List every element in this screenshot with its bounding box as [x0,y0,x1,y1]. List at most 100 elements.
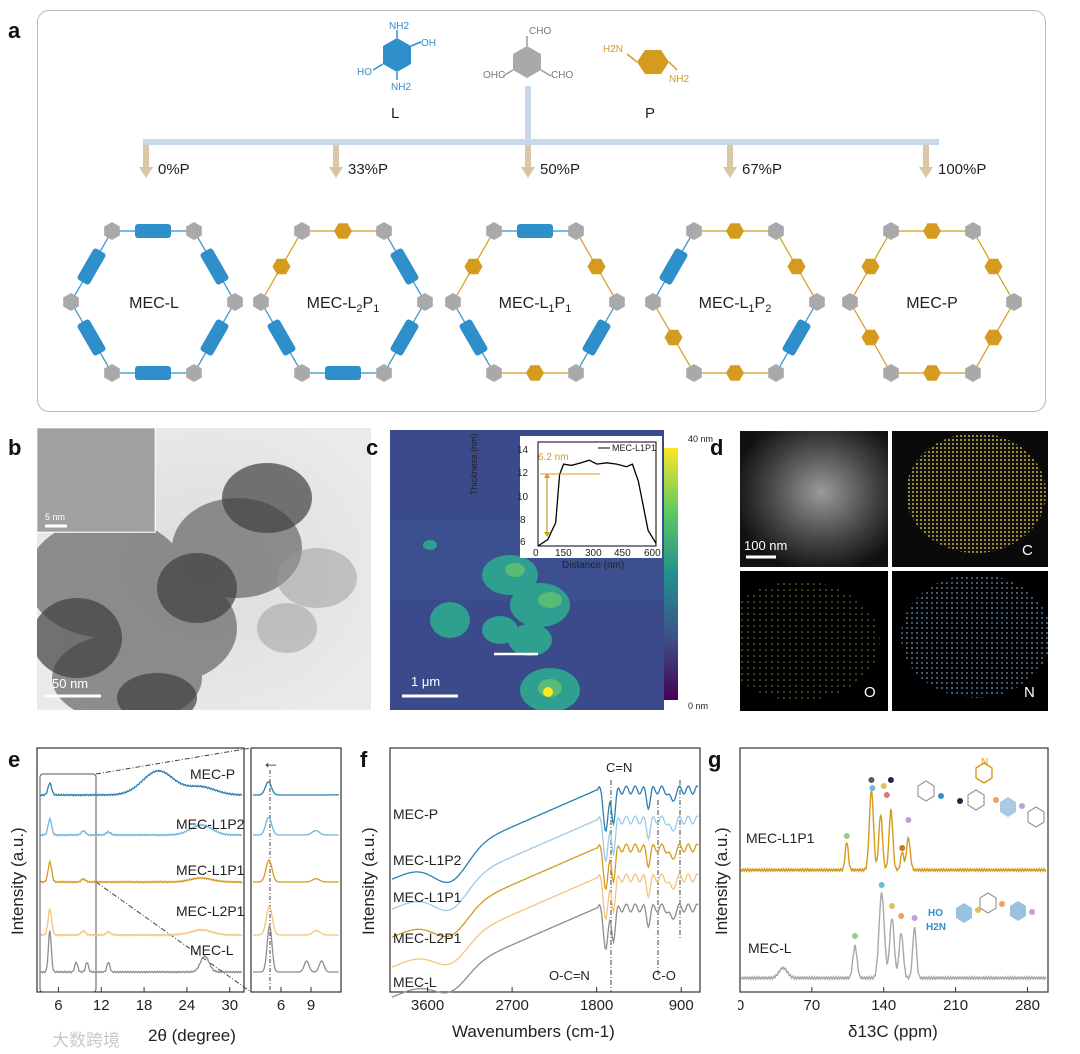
linker-L [659,248,688,285]
colorbar-min: 0 nm [688,701,709,711]
thickness-profile [537,459,657,547]
linker-L [135,366,171,381]
aldehyde-group-2: OHC [483,70,505,81]
panel-label-c: c [366,435,379,460]
pxrd-xtick-label: 6 [54,997,62,1014]
ftir-series-label-1: MEC-L1P2 [393,852,462,868]
pxrd-xtick-label: 18 [136,997,153,1014]
pxrd-xtick-label: 30 [221,997,238,1014]
linker-L [77,319,106,356]
nmr-struct-group-1: H2N [926,922,947,933]
node-aldehyde [294,222,310,240]
afm-ytick-10: 10 [517,492,529,503]
nmr-peak-marker [868,777,875,783]
linker-P [272,258,291,275]
framework-ring-1 [63,222,243,382]
linker-P [861,329,880,346]
framework-rings [63,222,1022,382]
node-aldehyde [417,293,433,311]
eds-map-label-N: N [1024,684,1035,701]
node-aldehyde [186,222,202,240]
monomer-aldehyde: CHO OHC CHO [483,26,573,81]
afm-ytick-6: 6 [520,537,526,548]
linker-P [861,258,880,275]
linker-P [464,258,483,275]
nmr-xtick-label: 0 [738,997,744,1014]
afm-inset-legend: MEC-L1P1 [612,443,657,453]
node-aldehyde [809,293,825,311]
pxrd-xlabel: 2θ (degree) [148,1026,236,1045]
nmr-peak-marker [911,915,918,921]
linker-L [782,319,811,356]
afm-ytick-12: 12 [517,468,529,479]
ftir-series-label-2: MEC-L1P1 [393,889,462,905]
linker-P [984,258,1003,275]
linker-P [984,329,1003,346]
linker-P [923,223,941,239]
panel-label-g: g [708,747,722,772]
ftir-xtick-label: 1800 [580,997,613,1014]
pxrd-series-label-3: MEC-L2P1 [176,903,245,919]
framework-ring-4 [645,222,825,382]
pxrd-xtick-label: 24 [179,997,196,1014]
node-aldehyde [609,293,625,311]
node-aldehyde [486,222,502,240]
linker-P [726,223,744,239]
L-group-1: NH2 [389,21,409,32]
node-aldehyde [768,364,784,382]
afm-xtick-3: 450 [614,548,631,559]
node-aldehyde [63,293,79,311]
nmr-series-label-0: MEC-L1P1 [746,830,815,846]
structure-L1P1 [917,762,1045,828]
node-aldehyde [965,364,981,382]
pxrd-zoom-tick-label: 6 [277,997,285,1014]
panel-f-ftir-chart: 3600 2700 1800 900 [389,747,701,1014]
monomer-P: H2N NH2 P [603,44,689,122]
panel-g-nmr-chart: 0 70 140 210 280 [738,747,1049,1014]
nmr-peak-marker [843,833,850,839]
trunk [525,86,531,142]
linker-L [200,248,229,285]
node-aldehyde [104,364,120,382]
nmr-xtick-label: 70 [804,997,821,1014]
nmr-series-label-1: MEC-L [748,940,792,956]
node-aldehyde [645,293,661,311]
ratio-33: 33%P [348,161,388,178]
node-aldehyde [686,222,702,240]
pxrd-zoom-line-2 [253,859,339,883]
linker-P [923,365,941,381]
pxrd-series-label-4: MEC-L [190,942,234,958]
pxrd-line-0 [40,769,243,797]
pxrd-zoom-line-4 [253,924,339,973]
ftir-annotation-OCN: O-C=N [549,968,590,983]
pxrd-zoom-arrow: ← [262,752,280,772]
panel-b-tem-image [37,428,371,710]
framework-ring-2 [253,222,433,382]
ratio-50: 50%P [540,161,580,178]
node-aldehyde [445,293,461,311]
nmr-xtick-label: 210 [943,997,968,1014]
pxrd-series-label-2: MEC-L1P1 [176,862,245,878]
nmr-peak-marker [905,817,912,823]
ratio-0: 0%P [158,161,190,178]
ftir-line-0 [391,785,699,884]
pxrd-line-4 [40,930,242,974]
node-aldehyde [965,222,981,240]
framework-name-5: MEC-P [906,295,958,312]
ratio-67: 67%P [742,161,782,178]
panel-d-eds-maps [740,431,1048,711]
afm-scale-label: 1 μm [411,674,441,689]
nmr-peak-marker [851,933,858,939]
nmr-struct-group-0: HO [928,908,943,919]
panel-a-graphic: NH2 OH HO NH2 L CHO OHC CHO H2N NH2 P 0%… [63,21,1022,382]
node-aldehyde [486,364,502,382]
linker-P [334,223,352,239]
ftir-line-2 [391,843,699,938]
monomer-L-label: L [391,105,399,122]
ftir-xtick-label: 900 [669,997,694,1014]
pxrd-zoom-line-1 [253,816,339,836]
node-aldehyde [104,222,120,240]
nmr-peak-marker [888,903,895,909]
node-aldehyde [768,222,784,240]
P-group-2: NH2 [669,74,689,85]
